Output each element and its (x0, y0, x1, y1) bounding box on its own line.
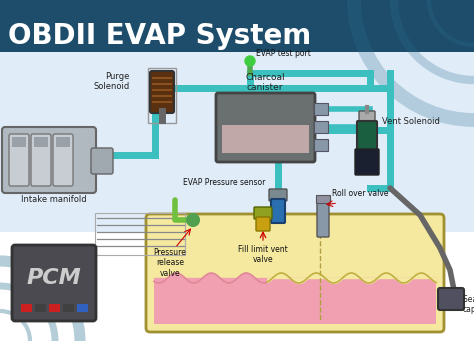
Text: EVAP Pressure sensor: EVAP Pressure sensor (182, 178, 265, 187)
FancyBboxPatch shape (317, 199, 329, 237)
Bar (12, 137, 26, 147)
FancyBboxPatch shape (256, 217, 270, 231)
FancyBboxPatch shape (146, 214, 444, 332)
Bar (154, 278, 436, 324)
Text: Intake manifold: Intake manifold (21, 195, 87, 204)
FancyBboxPatch shape (357, 121, 377, 151)
Bar (0, 52, 474, 341)
Text: Roll over valve: Roll over valve (332, 189, 389, 198)
FancyBboxPatch shape (53, 134, 73, 186)
Bar (0, 52, 474, 232)
Text: Fill limit vent
valve: Fill limit vent valve (238, 245, 288, 264)
Text: Sealed gas
cap: Sealed gas cap (463, 295, 474, 314)
Bar (314, 121, 328, 133)
FancyBboxPatch shape (359, 111, 375, 123)
Bar (77, 304, 88, 312)
FancyBboxPatch shape (216, 93, 315, 162)
Text: Charcoal
canister: Charcoal canister (245, 73, 285, 92)
Bar (35, 304, 46, 312)
Bar (63, 304, 74, 312)
FancyBboxPatch shape (271, 199, 285, 223)
Circle shape (187, 214, 199, 226)
Bar (56, 137, 70, 147)
Text: Vent Solenoid: Vent Solenoid (382, 117, 440, 126)
Bar (148, 68, 176, 123)
Bar (314, 139, 328, 151)
FancyBboxPatch shape (2, 127, 96, 193)
FancyBboxPatch shape (150, 71, 174, 113)
FancyBboxPatch shape (355, 149, 379, 175)
Bar (34, 137, 48, 147)
Text: Purge
Solenoid: Purge Solenoid (94, 72, 130, 91)
FancyBboxPatch shape (9, 134, 29, 186)
FancyBboxPatch shape (438, 288, 464, 310)
Bar (0, 0, 474, 52)
Circle shape (245, 56, 255, 66)
Bar (49, 304, 60, 312)
Text: EVAP test port: EVAP test port (256, 49, 311, 58)
Bar (314, 103, 328, 115)
Text: PCM: PCM (27, 268, 82, 288)
Bar (21, 304, 32, 312)
Bar (154, 278, 318, 324)
Bar (222, 125, 309, 153)
FancyBboxPatch shape (12, 245, 96, 321)
Text: OBDII EVAP System: OBDII EVAP System (8, 22, 311, 50)
Text: Pressure
release
valve: Pressure release valve (154, 248, 186, 278)
FancyBboxPatch shape (91, 148, 113, 174)
FancyBboxPatch shape (254, 207, 272, 219)
Bar (316, 195, 330, 203)
FancyBboxPatch shape (31, 134, 51, 186)
Bar (95, 213, 185, 255)
FancyBboxPatch shape (269, 189, 287, 201)
